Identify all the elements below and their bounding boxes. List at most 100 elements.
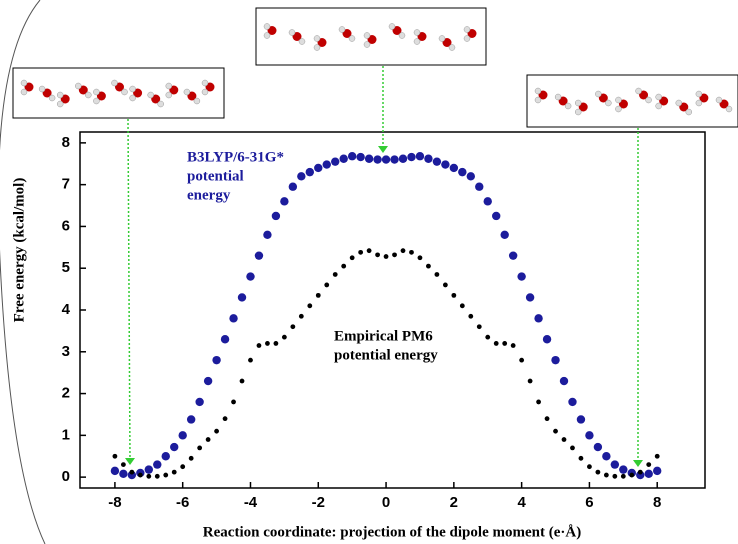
hydrogen	[398, 32, 406, 39]
point	[534, 314, 543, 323]
hydrogen	[388, 23, 396, 30]
hydrogen	[635, 87, 642, 95]
oxygen	[267, 26, 277, 35]
point	[644, 469, 653, 478]
hydrogen	[595, 90, 602, 98]
hydrogen	[201, 79, 209, 87]
oxygen	[205, 82, 215, 92]
point	[307, 303, 313, 309]
x-tick-label: 2	[450, 494, 458, 511]
point	[222, 416, 228, 422]
point	[390, 155, 399, 164]
arrow	[127, 118, 131, 461]
x-tick-label: 0	[382, 494, 390, 511]
point	[120, 462, 126, 468]
hydrogen	[56, 100, 64, 108]
point	[280, 197, 289, 206]
point	[415, 152, 425, 161]
oxygen	[679, 102, 689, 112]
point	[112, 453, 118, 459]
point	[502, 341, 508, 346]
point	[392, 252, 397, 258]
oxygen	[187, 91, 197, 101]
point	[459, 303, 465, 309]
annotation: energy	[187, 187, 231, 203]
hydrogen	[93, 97, 100, 105]
point	[449, 163, 459, 173]
plot-frame	[79, 131, 706, 489]
point	[290, 324, 296, 330]
point	[246, 272, 255, 281]
oxygen	[151, 94, 161, 104]
hydrogen	[655, 102, 662, 110]
y-tick-label: 2	[62, 385, 70, 402]
point	[536, 399, 541, 405]
x-tick-label: 4	[517, 494, 526, 511]
point	[441, 160, 450, 169]
oxygen	[699, 93, 709, 103]
point	[214, 428, 219, 434]
hydrogen	[615, 105, 622, 113]
point	[161, 452, 170, 461]
point	[409, 249, 414, 255]
point	[432, 157, 442, 166]
hydrogen	[615, 96, 622, 104]
point	[324, 282, 330, 288]
point	[629, 472, 635, 478]
point	[381, 155, 391, 164]
annotation: Empirical PM6	[334, 328, 433, 344]
point	[637, 469, 643, 475]
point	[475, 182, 484, 191]
point	[146, 473, 152, 479]
point	[570, 445, 575, 451]
point	[220, 335, 230, 344]
point	[265, 341, 270, 346]
hydrogen	[413, 38, 421, 45]
point	[203, 376, 213, 386]
hydrogen	[363, 32, 371, 39]
point	[407, 152, 416, 162]
hydrogen	[183, 88, 191, 96]
point	[593, 442, 603, 452]
point	[349, 255, 355, 261]
point	[273, 341, 279, 346]
point	[619, 465, 628, 474]
point	[170, 442, 179, 452]
point	[356, 152, 365, 162]
hydrogen	[715, 96, 723, 104]
hydrogen	[48, 94, 56, 102]
annotation: potential energy	[334, 347, 438, 363]
point	[186, 415, 196, 424]
hydrogen	[38, 85, 46, 93]
point	[417, 255, 423, 261]
point	[468, 313, 474, 319]
y-tick-label: 0	[62, 468, 70, 485]
point	[154, 473, 160, 479]
x-tick-label: -8	[108, 494, 121, 511]
point	[288, 182, 298, 191]
point	[332, 272, 338, 277]
oxygen	[618, 99, 628, 109]
annotation: B3LYP/6-31G*	[187, 149, 284, 165]
oxygen	[60, 94, 70, 104]
point	[263, 230, 272, 239]
point	[188, 455, 194, 461]
point	[500, 230, 509, 239]
point	[231, 399, 236, 405]
point	[322, 160, 331, 169]
point	[620, 473, 626, 479]
arrowhead	[125, 458, 135, 465]
point	[458, 167, 467, 177]
hydrogen	[147, 91, 154, 99]
point	[254, 251, 264, 260]
point	[595, 469, 601, 475]
point	[281, 334, 287, 340]
x-tick-label: 6	[585, 494, 593, 511]
point	[508, 251, 518, 260]
point	[610, 460, 620, 469]
point	[366, 248, 372, 254]
point	[517, 272, 526, 281]
point	[653, 466, 662, 476]
point	[527, 378, 533, 384]
point	[212, 355, 221, 365]
